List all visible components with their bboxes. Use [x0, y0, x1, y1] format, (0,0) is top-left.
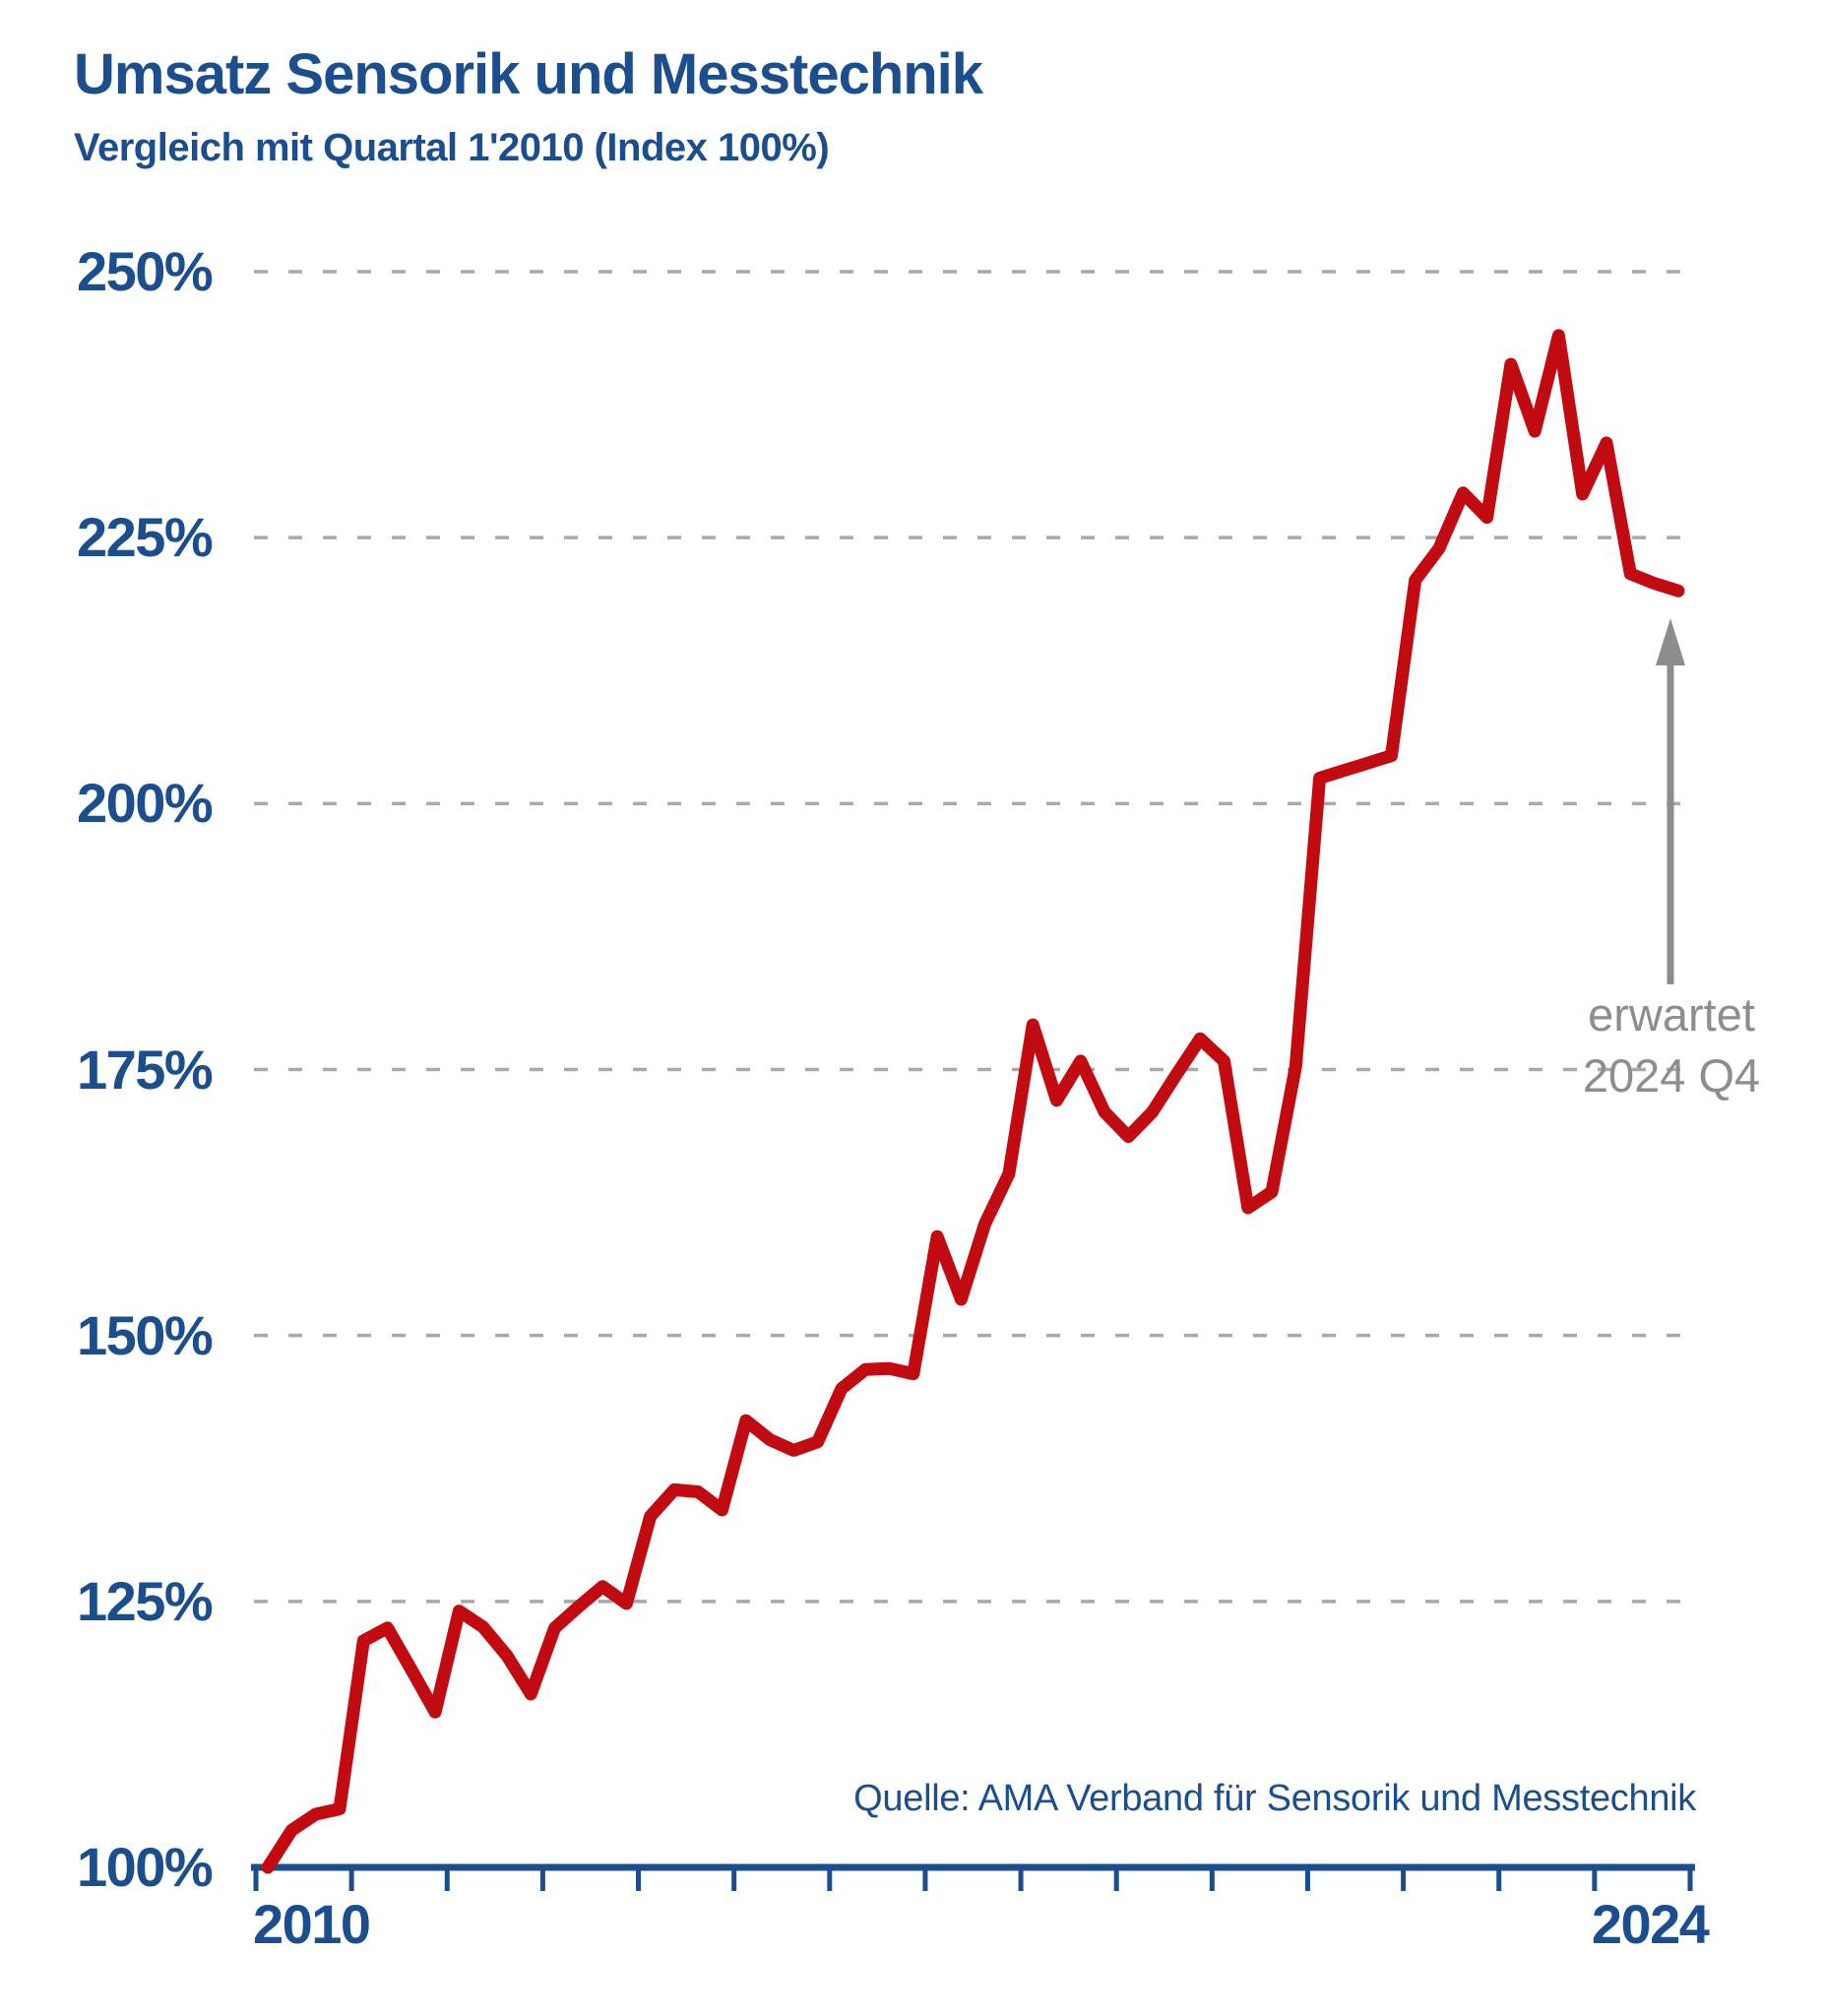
- annotation-arrow-head: [1656, 618, 1685, 665]
- chart-title: Umsatz Sensorik und Messtechnik: [74, 42, 983, 106]
- y-tick-label-100: 100%: [77, 1836, 214, 1898]
- x-tick-label-2024: 2024: [1591, 1893, 1710, 1955]
- y-tick-label-250: 250%: [77, 240, 214, 302]
- y-tick-label-200: 200%: [77, 772, 214, 835]
- source-caption: Quelle: AMA Verband für Sensorik und Mes…: [853, 1778, 1696, 1819]
- annotation-line-2: 2024 Q4: [1582, 1049, 1761, 1102]
- y-tick-label-150: 150%: [77, 1303, 214, 1366]
- y-tick-label-125: 125%: [77, 1569, 214, 1632]
- annotation-line-1: erwartet: [1588, 988, 1755, 1040]
- annotation-expected-q4: erwartet 2024 Q4: [1553, 984, 1790, 1106]
- revenue-index-line: [261, 329, 1685, 1874]
- y-tick-label-225: 225%: [77, 506, 214, 569]
- x-tick-label-2010: 2010: [253, 1893, 371, 1955]
- chart-subtitle: Vergleich mit Quartal 1'2010 (Index 100%…: [74, 126, 830, 169]
- y-tick-label-175: 175%: [77, 1038, 214, 1101]
